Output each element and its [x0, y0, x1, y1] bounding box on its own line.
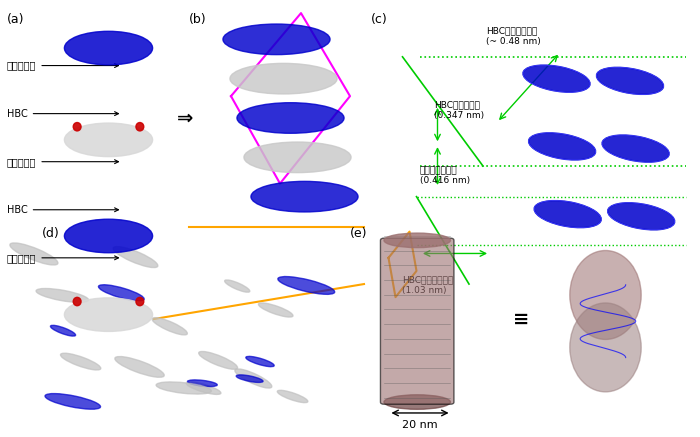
Ellipse shape	[136, 122, 144, 131]
Ellipse shape	[230, 63, 337, 94]
Text: ⇒: ⇒	[177, 108, 194, 128]
Ellipse shape	[64, 219, 153, 253]
Ellipse shape	[570, 250, 641, 340]
Ellipse shape	[523, 65, 590, 92]
Ellipse shape	[596, 67, 664, 94]
Ellipse shape	[235, 369, 272, 388]
Ellipse shape	[64, 123, 153, 156]
Ellipse shape	[237, 103, 344, 133]
Ellipse shape	[156, 382, 211, 394]
Ellipse shape	[60, 353, 101, 370]
Text: HBCの中心間距離
(~ 0.48 nm): HBCの中心間距離 (~ 0.48 nm)	[486, 26, 541, 45]
Ellipse shape	[384, 233, 451, 248]
Text: (c): (c)	[371, 13, 388, 26]
Text: 疎水性の鎖: 疎水性の鎖	[7, 157, 118, 166]
Ellipse shape	[251, 181, 358, 212]
Text: HBC: HBC	[7, 109, 118, 118]
Ellipse shape	[244, 142, 351, 173]
Text: (e): (e)	[350, 227, 368, 240]
Ellipse shape	[225, 280, 250, 292]
Ellipse shape	[534, 201, 601, 228]
Text: 親水性の鎖: 親水性の鎖	[7, 253, 118, 263]
Ellipse shape	[258, 303, 293, 317]
Ellipse shape	[528, 133, 596, 160]
Ellipse shape	[136, 297, 144, 306]
Text: (b): (b)	[189, 13, 206, 26]
Ellipse shape	[50, 325, 76, 336]
Ellipse shape	[64, 298, 153, 331]
Ellipse shape	[236, 375, 263, 382]
Text: (a): (a)	[7, 13, 24, 26]
Ellipse shape	[64, 31, 153, 65]
Ellipse shape	[74, 297, 81, 306]
Ellipse shape	[186, 382, 221, 395]
Text: ベンゼン環距離
(0.416 nm): ベンゼン環距離 (0.416 nm)	[420, 166, 470, 185]
Text: (d): (d)	[42, 227, 60, 240]
Ellipse shape	[246, 357, 274, 367]
Ellipse shape	[384, 395, 451, 409]
Ellipse shape	[278, 277, 335, 295]
Ellipse shape	[113, 246, 158, 267]
Ellipse shape	[74, 122, 81, 131]
Text: ≡: ≡	[513, 309, 530, 329]
Ellipse shape	[115, 357, 164, 377]
Ellipse shape	[36, 288, 89, 302]
Ellipse shape	[152, 318, 188, 335]
Ellipse shape	[602, 135, 669, 162]
Ellipse shape	[570, 303, 641, 392]
FancyBboxPatch shape	[381, 238, 454, 404]
Text: HBCカラム間距離
(1.03 nm): HBCカラム間距離 (1.03 nm)	[402, 275, 454, 295]
Text: 20 nm: 20 nm	[402, 420, 438, 430]
Ellipse shape	[277, 390, 308, 402]
Text: 親水性の鎖: 親水性の鎖	[7, 61, 118, 70]
Ellipse shape	[223, 24, 330, 55]
Text: HBC: HBC	[7, 205, 118, 215]
Text: HBCの面間距離
(0.347 nm): HBCの面間距離 (0.347 nm)	[434, 101, 484, 120]
Ellipse shape	[608, 203, 675, 230]
Ellipse shape	[45, 394, 101, 409]
Ellipse shape	[99, 285, 144, 301]
Ellipse shape	[188, 380, 217, 387]
Ellipse shape	[10, 243, 58, 265]
Ellipse shape	[199, 351, 237, 369]
